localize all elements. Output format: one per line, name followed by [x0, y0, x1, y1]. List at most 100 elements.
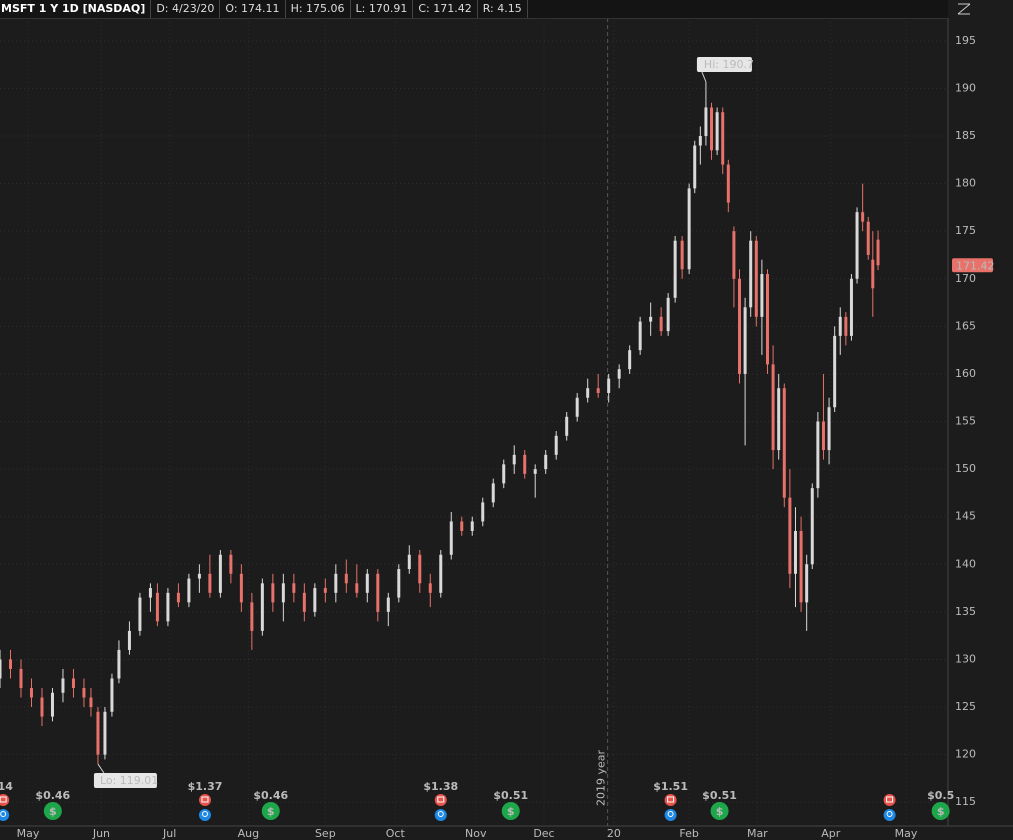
- y-tick-label: 190: [955, 81, 976, 94]
- dividend-label: $0.51: [493, 789, 528, 802]
- candle-body: [138, 597, 142, 631]
- candle-body: [765, 274, 769, 365]
- candle-body: [407, 554, 411, 570]
- y-tick-label: 180: [955, 177, 976, 190]
- candle-body: [117, 649, 121, 679]
- candle-body: [89, 697, 93, 708]
- candle-body: [871, 259, 875, 289]
- x-tick-label: Mar: [747, 827, 768, 840]
- candle-body: [833, 335, 837, 408]
- toolbar-icon[interactable]: [957, 3, 971, 15]
- candle-body: [323, 588, 327, 593]
- candle-body: [512, 454, 516, 465]
- earnings-icon: [664, 794, 677, 806]
- candle-body: [687, 188, 691, 270]
- candle-body: [208, 573, 212, 593]
- earnings-icon: [434, 794, 447, 806]
- dividend-label: $0.46: [253, 789, 288, 802]
- candle-body: [704, 107, 708, 137]
- candle-body: [575, 397, 579, 417]
- dividend-label: $0.5: [927, 789, 954, 802]
- candle-body: [659, 316, 663, 332]
- callout-pointer: [701, 71, 707, 82]
- candle-body: [470, 521, 474, 531]
- candle-body: [460, 521, 464, 531]
- candle-body: [743, 307, 747, 374]
- candle-body: [292, 583, 296, 593]
- candle-body: [103, 711, 107, 755]
- y-tick-label: 150: [955, 462, 976, 475]
- x-tick-label: Apr: [821, 827, 841, 840]
- x-tick-label: Aug: [238, 827, 259, 840]
- y-tick-label: 135: [955, 605, 976, 618]
- candle-body: [771, 364, 775, 451]
- y-tick-label: 155: [955, 415, 976, 428]
- candle-body: [715, 112, 719, 151]
- candle-body: [680, 240, 684, 270]
- earnings-glyph: [886, 811, 893, 817]
- candle-body: [649, 316, 653, 322]
- info-bar: MSFT 1 Y 1D [NASDAQ] D: 4/23/20 O: 174.11…: [0, 0, 948, 19]
- candle-body: [50, 692, 54, 717]
- candle-body: [607, 378, 611, 393]
- lo-label: Lo: 119.01: [100, 774, 158, 787]
- candle-body: [418, 554, 422, 584]
- earnings-glyph: [437, 811, 444, 817]
- dividend-label: $0.51: [702, 789, 737, 802]
- candle-body: [260, 583, 264, 631]
- y-tick-label: 185: [955, 129, 976, 142]
- y-tick-label: 115: [955, 795, 976, 808]
- candle-body: [554, 435, 558, 455]
- candle-body: [449, 521, 453, 555]
- candle-body: [816, 421, 820, 489]
- candle-body: [29, 688, 33, 698]
- candle-body: [523, 454, 527, 474]
- candle-body: [586, 388, 590, 398]
- earnings-label: $1.38: [423, 780, 458, 793]
- candle-body: [110, 678, 114, 712]
- x-tick-label: Dec: [533, 827, 554, 840]
- earnings-glyph: [667, 811, 674, 817]
- y-tick-label: 170: [955, 272, 976, 285]
- info-item: R: 4.15: [478, 0, 528, 18]
- candle-body: [148, 588, 152, 598]
- earnings-label: .14: [0, 780, 13, 793]
- candle-body: [313, 588, 317, 612]
- candle-body: [376, 573, 380, 612]
- candle-body: [481, 502, 485, 522]
- hi-callout: [696, 57, 752, 72]
- candle-body: [0, 659, 2, 679]
- info-item: O: 174.11: [220, 0, 286, 18]
- dividend-glyph: $: [716, 805, 724, 818]
- candle-body: [827, 407, 831, 451]
- dividend-icon: [931, 802, 950, 820]
- y-tick-label: 195: [955, 34, 976, 47]
- earnings-label: $1.51: [653, 780, 688, 793]
- dividend-icon: [710, 802, 729, 820]
- candle-body: [82, 688, 86, 698]
- y-tick-label: 160: [955, 367, 976, 380]
- candle-body: [876, 239, 880, 266]
- x-tick-label: 20: [607, 827, 621, 840]
- dividend-glyph: $: [267, 805, 275, 818]
- candle-body: [61, 678, 65, 693]
- symbol: MSFT 1 Y 1D [NASDAQ]: [0, 0, 152, 18]
- callout-pointer: [97, 763, 105, 774]
- hi-label: Hi: 190.7: [704, 58, 754, 71]
- dividend-icon: [501, 802, 520, 820]
- candle-body: [698, 136, 702, 146]
- x-tick-label: Oct: [386, 827, 406, 840]
- candle-body: [666, 297, 670, 332]
- candle-body: [491, 483, 495, 503]
- y-tick-label: 140: [955, 557, 976, 570]
- earnings-icon: [198, 794, 211, 806]
- candle-body: [166, 592, 170, 622]
- candle-body: [428, 583, 432, 593]
- candle-body: [229, 554, 233, 574]
- earnings-icon: [198, 809, 211, 821]
- candle-body: [386, 597, 390, 612]
- earnings-label: $1.37: [188, 780, 223, 793]
- candle-body: [782, 388, 786, 498]
